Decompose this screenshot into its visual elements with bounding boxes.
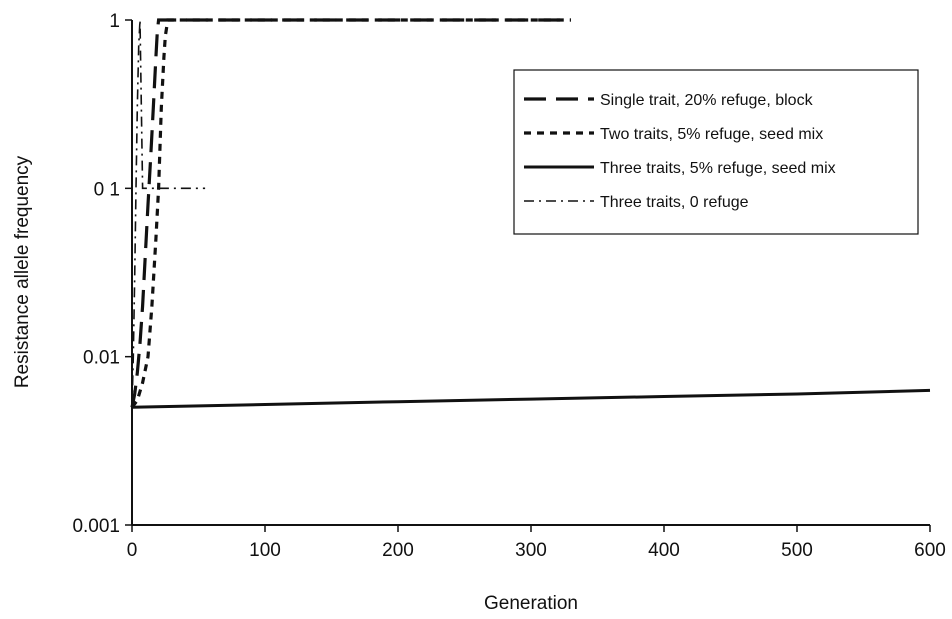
series-line-3 (131, 388, 931, 409)
x-axis-title: Generation (484, 593, 578, 614)
series-layer (130, 18, 931, 409)
legend-label-1: Single trait, 20% refuge, block (600, 92, 814, 109)
plot-area: 0 100 200 300 400 500 600 0.001 0.01 0 1 1 (72, 11, 945, 561)
x-tick-label: 400 (648, 540, 680, 561)
x-tick-label: 100 (249, 540, 281, 561)
legend-label-4: Three traits, 0 refuge (600, 194, 749, 211)
y-tick-label: 0.001 (72, 516, 120, 537)
series-line-1 (130, 18, 571, 408)
ticks-layer: 0 100 200 300 400 500 600 0.001 0.01 0 1 1 (72, 11, 945, 561)
y-axis-title: Resistance allele frequency (12, 155, 33, 388)
series-line-2 (130, 18, 571, 409)
legend-label-2: Two traits, 5% refuge, seed mix (600, 126, 823, 143)
legend-items: Single trait, 20% refuge, block Two trait… (524, 92, 836, 211)
series-line-4 (131, 19, 206, 408)
y-tick-label: 0 1 (94, 179, 120, 200)
x-tick-label: 600 (914, 540, 946, 561)
legend-label-3: Three traits, 5% refuge, seed mix (600, 160, 836, 177)
x-tick-label: 500 (781, 540, 813, 561)
legend-box (513, 69, 919, 235)
x-tick-label: 200 (382, 540, 414, 561)
x-tick-label: 300 (515, 540, 547, 561)
x-tick-label: 0 (127, 540, 138, 561)
y-tick-label: 1 (109, 11, 120, 32)
legend: Single trait, 20% refuge, block Two trait… (513, 69, 919, 235)
y-tick-label: 0.01 (83, 348, 120, 369)
